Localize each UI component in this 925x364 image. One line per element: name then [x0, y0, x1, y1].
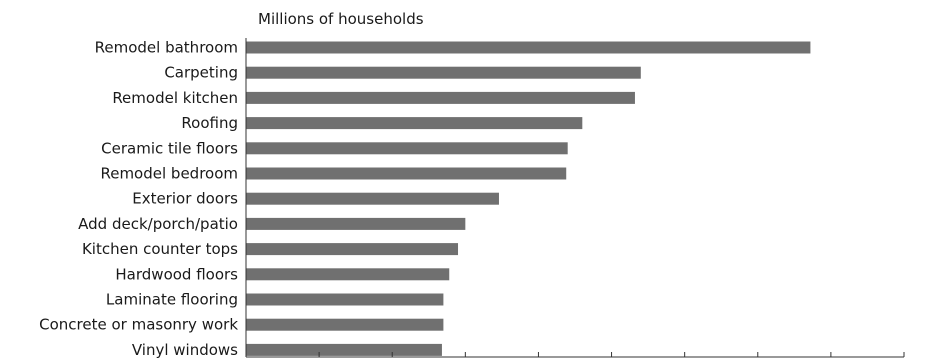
bar [246, 192, 499, 205]
category-label: Carpeting [164, 64, 238, 82]
category-label: Add deck/porch/patio [78, 215, 238, 233]
category-label: Remodel bathroom [95, 39, 238, 57]
y-axis-label: Millions of households [258, 10, 424, 28]
category-label: Ceramic tile floors [101, 139, 238, 157]
category-label: Laminate flooring [106, 291, 238, 309]
category-label: Roofing [181, 114, 238, 132]
category-label: Remodel kitchen [112, 89, 238, 107]
bar [246, 167, 567, 180]
bar [246, 66, 641, 79]
bar [246, 318, 444, 331]
category-label: Hardwood floors [115, 265, 238, 283]
category-label: Kitchen counter tops [82, 240, 238, 258]
bar [246, 243, 459, 256]
category-labels: Remodel bathroom Carpeting Remodel kitchen… [39, 39, 238, 359]
bars-group [246, 41, 811, 356]
bar [246, 142, 568, 155]
bar [246, 91, 635, 104]
bar [246, 217, 466, 230]
category-label: Vinyl windows [132, 341, 238, 359]
category-label: Concrete or masonry work [39, 316, 238, 334]
bar [246, 293, 444, 306]
bar [246, 117, 583, 130]
bar [246, 343, 442, 356]
category-label: Exterior doors [132, 190, 238, 208]
bar [246, 41, 811, 54]
bar [246, 268, 450, 281]
x-axis [245, 38, 905, 358]
category-label: Remodel bedroom [100, 165, 238, 183]
